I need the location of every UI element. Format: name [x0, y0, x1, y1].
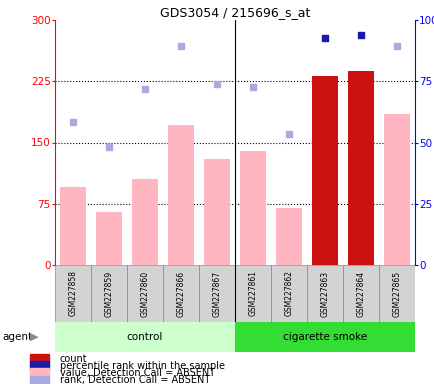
- Text: GSM227859: GSM227859: [104, 270, 113, 316]
- Bar: [91, 265, 127, 322]
- Bar: [60, 187, 85, 265]
- Bar: [55, 265, 91, 322]
- Text: GSM227862: GSM227862: [284, 270, 293, 316]
- Bar: [270, 265, 306, 322]
- Bar: [342, 265, 378, 322]
- Text: ▶: ▶: [30, 332, 38, 342]
- Point: [141, 86, 148, 93]
- Title: GDS3054 / 215696_s_at: GDS3054 / 215696_s_at: [159, 6, 309, 19]
- Point: [321, 35, 328, 41]
- Bar: [276, 208, 301, 265]
- Text: control: control: [127, 332, 163, 342]
- Text: rank, Detection Call = ABSENT: rank, Detection Call = ABSENT: [59, 376, 210, 384]
- Bar: [234, 265, 270, 322]
- Point: [213, 81, 220, 87]
- Text: GSM227866: GSM227866: [176, 270, 185, 316]
- Text: agent: agent: [2, 332, 32, 342]
- Bar: [30, 369, 49, 377]
- Bar: [312, 76, 337, 265]
- Point: [285, 131, 292, 137]
- Text: cigarette smoke: cigarette smoke: [282, 332, 366, 342]
- Bar: [198, 265, 234, 322]
- Bar: [55, 322, 234, 352]
- Bar: [30, 376, 49, 384]
- Text: GSM227864: GSM227864: [356, 270, 365, 316]
- Text: GSM227865: GSM227865: [391, 270, 401, 316]
- Text: GSM227861: GSM227861: [248, 270, 257, 316]
- Point: [393, 43, 400, 49]
- Point: [177, 43, 184, 49]
- Bar: [30, 361, 49, 369]
- Bar: [240, 151, 265, 265]
- Point: [357, 31, 364, 38]
- Text: GSM227858: GSM227858: [68, 270, 77, 316]
- Bar: [234, 322, 414, 352]
- Bar: [132, 179, 157, 265]
- Bar: [168, 124, 193, 265]
- Point: [69, 119, 76, 125]
- Text: GSM227863: GSM227863: [320, 270, 329, 316]
- Bar: [204, 159, 229, 265]
- Bar: [163, 265, 198, 322]
- Bar: [30, 354, 49, 362]
- Point: [105, 144, 112, 150]
- Bar: [378, 265, 414, 322]
- Text: value, Detection Call = ABSENT: value, Detection Call = ABSENT: [59, 368, 214, 378]
- Text: GSM227867: GSM227867: [212, 270, 221, 316]
- Bar: [306, 265, 342, 322]
- Bar: [384, 114, 409, 265]
- Bar: [96, 212, 122, 265]
- Text: GSM227860: GSM227860: [140, 270, 149, 316]
- Text: percentile rank within the sample: percentile rank within the sample: [59, 361, 224, 371]
- Point: [249, 84, 256, 90]
- Bar: [127, 265, 163, 322]
- Bar: [348, 71, 373, 265]
- Text: count: count: [59, 354, 87, 364]
